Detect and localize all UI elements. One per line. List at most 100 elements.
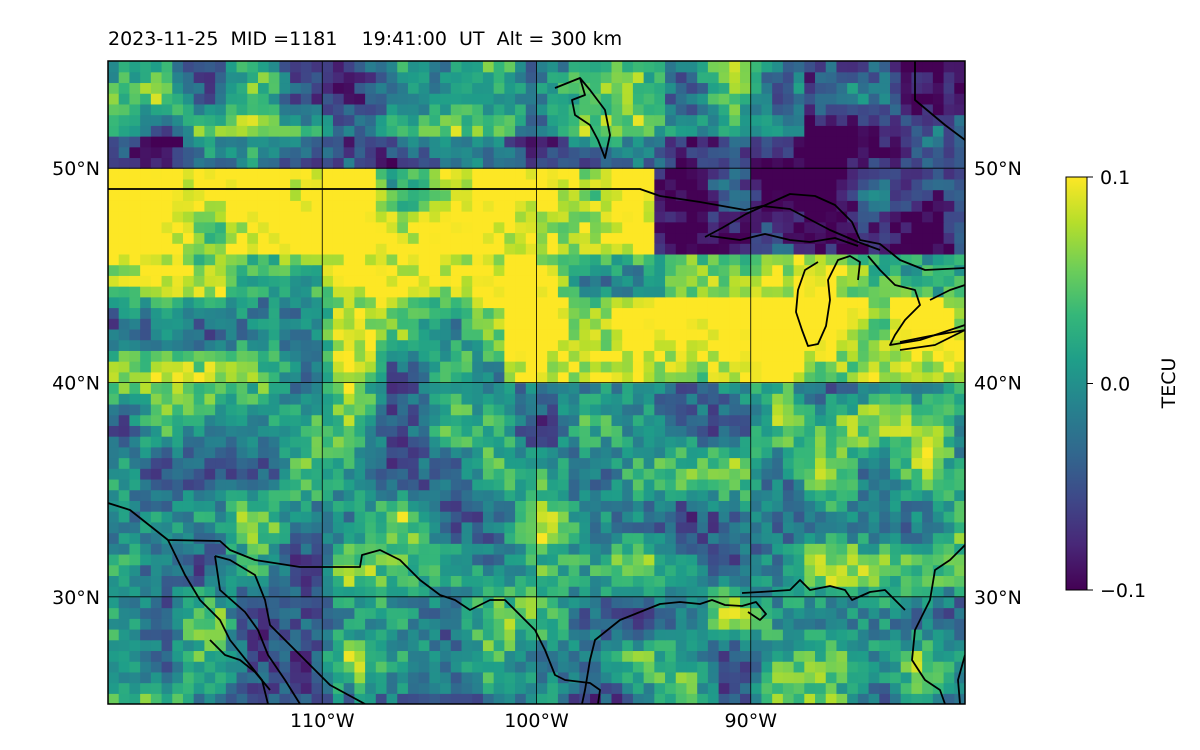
- tec-cell: [472, 264, 484, 276]
- tec-cell: [900, 361, 913, 373]
- tec-cell: [697, 371, 709, 384]
- tec-cell: [804, 61, 816, 73]
- tec-cell: [847, 553, 859, 566]
- tec-cell: [900, 61, 913, 73]
- tec-cell: [536, 318, 548, 330]
- tec-cell: [450, 414, 463, 426]
- tec-cell: [804, 200, 816, 212]
- tec-cell: [322, 82, 334, 94]
- tec-cell: [632, 361, 645, 373]
- tec-cell: [922, 628, 934, 641]
- tec-cell: [279, 253, 291, 266]
- tec-cell: [857, 671, 870, 684]
- tec-cell: [568, 264, 580, 276]
- tec-cell: [772, 253, 784, 266]
- tec-cell: [879, 671, 891, 684]
- tec-cell: [547, 71, 559, 84]
- tec-cell: [140, 114, 152, 126]
- tec-cell: [515, 328, 527, 341]
- lat-tick-label-left: 30°N: [52, 587, 100, 609]
- tec-cell: [622, 286, 634, 298]
- tec-cell: [300, 436, 313, 448]
- tec-cell: [740, 414, 752, 426]
- tec-cell: [247, 114, 259, 126]
- tec-cell: [729, 575, 741, 587]
- tec-cell: [129, 553, 141, 566]
- tec-cell: [322, 628, 334, 641]
- tec-cell: [911, 125, 923, 137]
- tec-cell: [482, 136, 495, 148]
- tec-cell: [804, 618, 816, 630]
- tec-cell: [268, 136, 280, 148]
- tec-cell: [632, 103, 645, 116]
- tec-cell: [868, 275, 880, 287]
- tec-cell: [193, 146, 206, 159]
- tec-cell: [622, 275, 634, 287]
- tec-cell: [622, 253, 634, 266]
- tec-cell: [847, 639, 859, 652]
- tec-cell: [461, 436, 473, 448]
- tec-cell: [772, 468, 784, 480]
- tec-cell: [804, 264, 816, 276]
- tec-cell: [515, 200, 527, 212]
- tec-cell: [536, 93, 548, 105]
- tec-cell: [857, 243, 870, 255]
- tec-cell: [332, 596, 345, 609]
- tec-cell: [247, 168, 259, 180]
- tec-cell: [172, 500, 184, 512]
- tec-cell: [761, 189, 773, 201]
- tec-cell: [129, 361, 141, 373]
- tec-cell: [643, 264, 655, 276]
- tec-cell: [568, 521, 580, 534]
- tec-cell: [654, 618, 666, 630]
- tec-cell: [836, 425, 848, 437]
- tec-cell: [525, 114, 538, 126]
- tec-cell: [804, 146, 816, 159]
- tec-cell: [825, 618, 838, 630]
- tec-cell: [740, 586, 752, 598]
- tec-cell: [440, 382, 452, 394]
- tec-cell: [354, 264, 366, 276]
- tec-cell: [332, 543, 345, 555]
- tec-cell: [632, 350, 645, 362]
- tec-cell: [354, 468, 366, 480]
- tec-cell: [568, 157, 580, 169]
- tec-cell: [172, 136, 184, 148]
- tec-cell: [418, 446, 430, 459]
- tec-cell: [225, 361, 238, 373]
- tec-cell: [675, 168, 688, 180]
- tec-cell: [622, 146, 634, 159]
- tec-cell: [632, 211, 645, 223]
- tec-cell: [332, 586, 345, 598]
- tec-cell: [268, 446, 280, 459]
- tec-cell: [890, 232, 902, 244]
- tec-cell: [836, 532, 848, 544]
- tec-cell: [815, 125, 827, 137]
- tec-cell: [322, 339, 334, 351]
- tec-cell: [825, 639, 838, 652]
- tec-cell: [268, 371, 280, 384]
- tec-cell: [932, 71, 945, 84]
- tec-cell: [375, 553, 388, 566]
- tec-cell: [675, 125, 688, 137]
- tec-cell: [150, 425, 163, 437]
- tec-cell: [429, 436, 441, 448]
- tec-cell: [161, 425, 173, 437]
- tec-cell: [857, 693, 870, 704]
- tec-cell: [900, 425, 913, 437]
- tec-cell: [675, 339, 688, 351]
- tec-cell: [482, 350, 495, 362]
- tec-cell: [568, 414, 580, 426]
- tec-cell: [461, 586, 473, 598]
- tec-cell: [108, 221, 120, 234]
- tec-cell: [868, 146, 880, 159]
- tec-cell: [482, 125, 495, 137]
- tec-cell: [525, 403, 538, 416]
- tec-cell: [793, 339, 805, 351]
- tec-cell: [472, 275, 484, 287]
- tec-cell: [954, 446, 965, 459]
- tec-cell: [450, 586, 463, 598]
- tec-cell: [665, 650, 677, 662]
- tec-cell: [461, 296, 473, 309]
- tec-cell: [236, 264, 248, 276]
